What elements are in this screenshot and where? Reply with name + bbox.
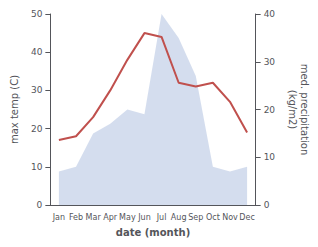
svg-text:Aug: Aug [171, 213, 187, 222]
svg-text:Apr: Apr [103, 213, 118, 222]
svg-text:Jul: Jul [156, 213, 167, 222]
svg-text:Oct: Oct [206, 213, 220, 222]
svg-text:Jan: Jan [52, 213, 65, 222]
svg-text:10: 10 [31, 162, 43, 172]
svg-text:10: 10 [264, 152, 276, 162]
svg-text:(kg/m2): (kg/m2) [287, 90, 298, 130]
svg-text:50: 50 [31, 9, 43, 19]
svg-text:40: 40 [264, 9, 276, 19]
svg-text:Nov: Nov [222, 213, 238, 222]
svg-text:Feb: Feb [69, 213, 83, 222]
svg-text:Mar: Mar [86, 213, 102, 222]
svg-text:med. precipitation: med. precipitation [299, 64, 310, 156]
svg-text:date (month): date (month) [116, 227, 190, 238]
svg-text:Sep: Sep [188, 213, 203, 222]
svg-text:0: 0 [37, 200, 43, 210]
svg-text:Jun: Jun [137, 213, 151, 222]
svg-text:20: 20 [31, 124, 43, 134]
svg-text:Dec: Dec [239, 213, 254, 222]
svg-text:max temp (C): max temp (C) [9, 75, 20, 144]
svg-text:0: 0 [264, 200, 270, 210]
svg-text:30: 30 [31, 85, 43, 95]
svg-text:40: 40 [31, 47, 43, 57]
svg-text:20: 20 [264, 105, 276, 115]
svg-text:May: May [119, 213, 136, 222]
svg-text:30: 30 [264, 57, 276, 67]
